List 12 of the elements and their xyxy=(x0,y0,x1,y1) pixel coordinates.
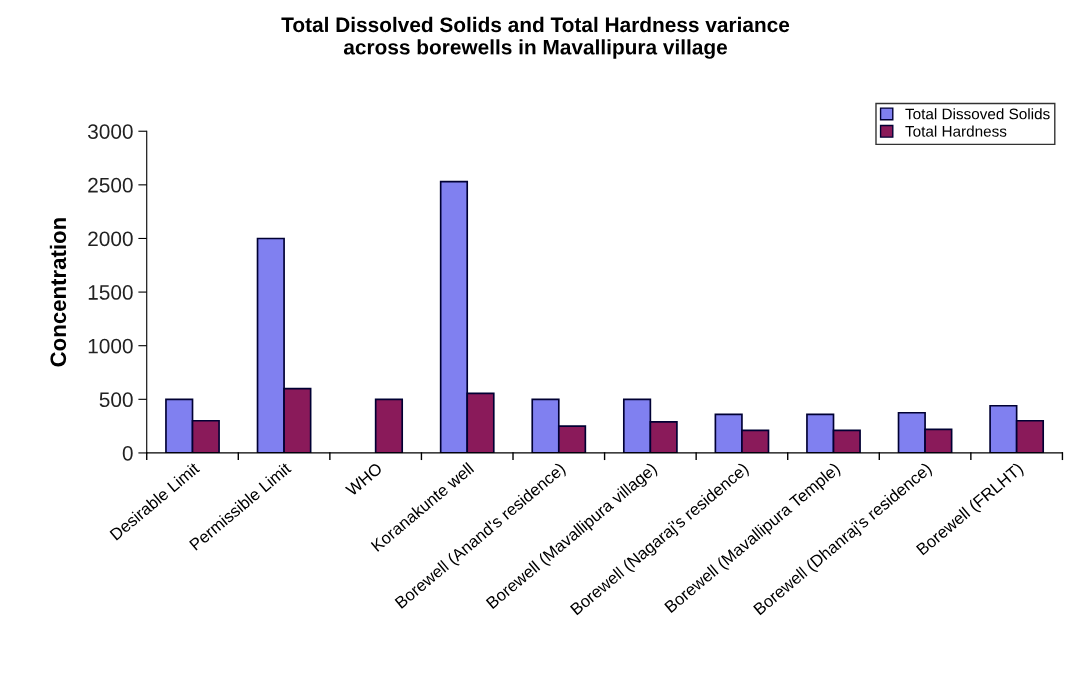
legend-label: Total Dissoved Solids xyxy=(905,108,1050,120)
y-tick-label: 500 xyxy=(99,392,133,408)
bar xyxy=(374,398,404,453)
y-tick-label: 2500 xyxy=(88,177,133,193)
y-tick-label: 0 xyxy=(122,445,133,461)
y-axis-title: Concentration xyxy=(49,218,67,367)
y-tick-label: 3000 xyxy=(87,124,133,139)
chart-title: Total Dissolved Solids and Total Hardness variance across borewells in Mavallipura village xyxy=(281,16,790,59)
y-tick-label: 1000 xyxy=(88,338,133,354)
legend-label: Total Hardness xyxy=(905,125,1007,137)
y-tick-label: 1500 xyxy=(88,285,133,300)
y-tick-label: 2000 xyxy=(88,231,133,247)
